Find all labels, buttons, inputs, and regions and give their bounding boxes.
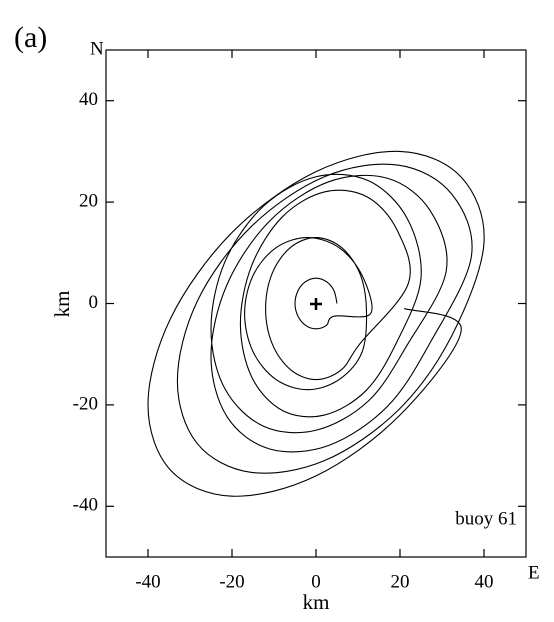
x-tick-label: 20: [391, 571, 410, 592]
panel-label: (a): [14, 21, 47, 54]
x-tick-label: 0: [311, 571, 321, 592]
x-axis-end-label: E: [528, 562, 540, 583]
y-tick-label: 40: [79, 89, 98, 110]
annotation: buoy 61: [455, 508, 517, 529]
y-tick-label: 0: [89, 292, 99, 313]
y-axis-label: km: [50, 291, 74, 318]
y-tick-label: -20: [73, 393, 98, 414]
trajectory: [147, 150, 485, 497]
x-axis-label: km: [303, 590, 330, 614]
y-tick-label: 20: [79, 190, 98, 211]
origin-marker: [310, 298, 322, 310]
x-tick-label: -20: [219, 571, 244, 592]
x-tick-label: 40: [475, 571, 494, 592]
y-tick-label: -40: [73, 495, 98, 516]
y-axis-end-label: N: [90, 38, 104, 59]
x-tick-label: -40: [135, 571, 160, 592]
